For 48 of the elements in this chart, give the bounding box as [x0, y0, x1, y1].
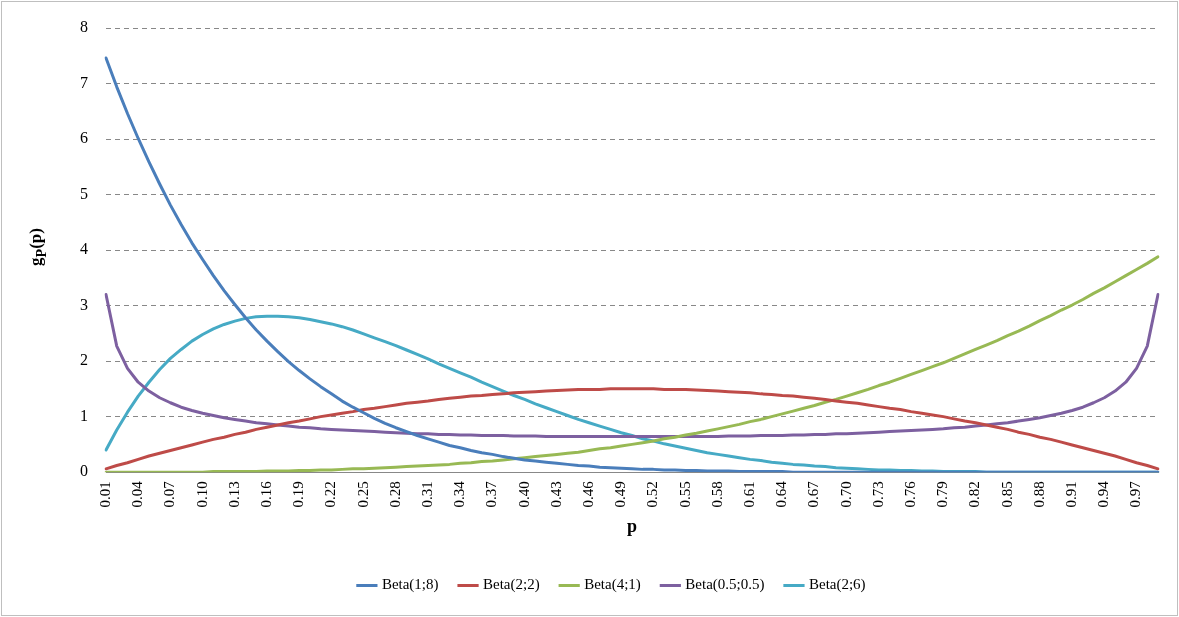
x-tick-label: 0.88 — [1030, 481, 1047, 508]
legend-label: Beta(2;2) — [483, 576, 540, 594]
x-tick-label: 0.70 — [837, 481, 854, 508]
x-tick-label: 0.91 — [1063, 481, 1080, 508]
x-tick-label: 0.19 — [290, 481, 307, 508]
y-tick-label: 1 — [80, 406, 88, 424]
x-tick-label: 0.37 — [483, 480, 500, 508]
x-tick-label: 0.73 — [869, 481, 886, 508]
x-tick-label: 0.49 — [612, 481, 629, 508]
x-tick-label: 0.34 — [451, 480, 468, 508]
legend-label: Beta(1;8) — [381, 576, 439, 594]
x-tick-label: 0.82 — [966, 481, 983, 508]
x-tick-label: 0.46 — [580, 480, 596, 508]
x-tick-label: 0.13 — [225, 481, 242, 508]
x-tick-label: 0.79 — [934, 481, 951, 508]
y-tick-label: 0 — [80, 462, 88, 480]
y-tick-label: 3 — [80, 295, 88, 313]
x-tick-label: 0.85 — [998, 481, 1015, 508]
x-tick-label: 0.04 — [129, 480, 146, 508]
x-tick-label: 0.55 — [676, 481, 693, 508]
x-tick-label: 0.67 — [805, 480, 822, 508]
legend-label: Beta(2;6) — [808, 576, 866, 594]
x-tick-label: 0.52 — [644, 481, 661, 508]
y-tick-label: 7 — [80, 73, 88, 91]
x-tick-label: 0.97 — [1127, 480, 1144, 508]
y-tick-label: 8 — [80, 18, 88, 36]
legend-label: Beta(4;1) — [584, 576, 641, 594]
x-axis-title: p — [626, 515, 638, 536]
x-tick-label: 0.94 — [1095, 480, 1112, 508]
legend-label: Beta(0.5;0.5) — [685, 576, 765, 594]
x-tick-label: 0.61 — [741, 481, 758, 508]
x-tick-label: 0.16 — [257, 480, 274, 508]
x-tick-label: 0.43 — [547, 481, 564, 508]
x-tick-label: 0.28 — [386, 481, 403, 508]
y-tick-label: 2 — [80, 351, 88, 369]
x-tick-label: 0.07 — [161, 480, 178, 508]
x-tick-label: 0.40 — [515, 481, 532, 508]
x-tick-label: 0.22 — [322, 481, 339, 508]
x-tick-label: 0.10 — [193, 481, 210, 508]
x-tick-label: 0.76 — [902, 480, 919, 508]
y-tick-label: 5 — [80, 184, 88, 202]
x-tick-label: 0.64 — [773, 480, 790, 508]
x-tick-label: 0.25 — [354, 481, 371, 508]
y-tick-label: 6 — [80, 129, 88, 147]
x-tick-label: 0.31 — [418, 481, 435, 508]
y-tick-label: 4 — [80, 240, 88, 258]
x-tick-label: 0.58 — [708, 481, 725, 508]
x-tick-label: 0.01 — [96, 481, 113, 508]
